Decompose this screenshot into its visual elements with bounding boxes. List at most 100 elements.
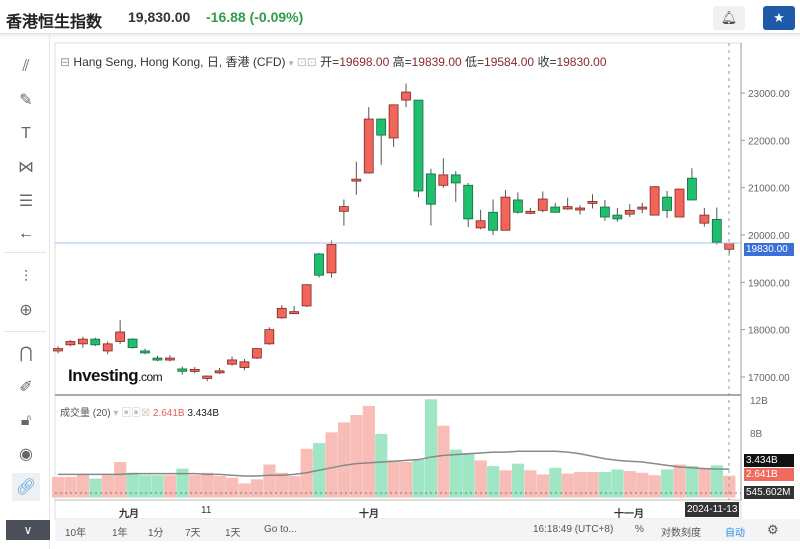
volume-bar: [536, 474, 549, 498]
volume-bar: [561, 473, 574, 498]
chevron-down-icon: ∨: [23, 523, 33, 537]
legend-settings-icon[interactable]: ⊡⊡: [296, 55, 317, 69]
crosshair-lines-icon[interactable]: ⫽: [22, 58, 30, 75]
cursor-date-label: 2024-11-13: [685, 502, 740, 517]
price-tick-label: 21000.00: [748, 184, 790, 195]
magnet-icon[interactable]: ⋂: [19, 345, 33, 362]
candle-body: [264, 329, 275, 345]
volume-bar: [549, 467, 562, 498]
candle-body: [177, 368, 188, 372]
candle-body: [202, 375, 213, 379]
candle-body: [662, 196, 672, 211]
drawing-toolbar: ⫽ ✎ T ⋈ ☰ ← ⫶ ⊕ ⋂ ✐ 🔓︎ ◉ 🔗︎ ∨: [0, 35, 50, 549]
volume-bar: [499, 470, 512, 498]
candle-body: [537, 198, 548, 211]
fib-icon[interactable]: ☰: [18, 193, 34, 210]
candle-body: [600, 206, 610, 218]
time-label-oct: 十月: [359, 509, 379, 520]
candle-body: [140, 350, 150, 354]
low-value: 19584.00: [484, 55, 535, 69]
volume-bar: [574, 471, 587, 498]
range-1d[interactable]: 1天: [225, 528, 241, 539]
volume-ma-line: [58, 450, 730, 477]
instrument-title: 香港恒生指数: [6, 14, 103, 31]
legend-dropdown-icon[interactable]: ▾: [288, 58, 294, 68]
unlock-icon[interactable]: 🔓︎: [20, 412, 32, 429]
candle-body: [711, 218, 722, 243]
log-scale-toggle[interactable]: 对数刻度: [661, 528, 701, 539]
candle-body: [525, 210, 536, 214]
watchlist-star-button[interactable]: ★: [763, 6, 795, 30]
indicators-icon[interactable]: ⫶: [23, 269, 28, 286]
volume-legend-icons[interactable]: ▾ ▣▣☒: [113, 408, 151, 419]
chart-legend: ⊟ Hang Seng, Hong Kong, 日, 香港 (CFD) ▾ ⊡⊡…: [60, 53, 607, 70]
volume-bar: [52, 476, 65, 498]
vol-tick-12b: 12B: [750, 396, 768, 407]
candle-body: [251, 348, 262, 359]
volume-bar: [623, 471, 636, 498]
candle-body: [152, 357, 163, 361]
brush-icon[interactable]: ✎: [19, 92, 33, 109]
candle-body: [450, 174, 461, 184]
text-icon[interactable]: T: [21, 125, 31, 142]
candle-body: [102, 343, 113, 352]
volume-ma: [58, 450, 730, 477]
gear-icon[interactable]: ⚙: [767, 522, 779, 537]
range-10y[interactable]: 10年: [65, 528, 87, 539]
candle-body: [425, 173, 436, 205]
volume-value: 2.641B: [152, 408, 185, 419]
volume-bar: [636, 472, 649, 498]
volume-bar: [101, 475, 114, 498]
candle-body: [413, 99, 424, 192]
volume-bar: [337, 422, 351, 498]
candle-body: [463, 184, 474, 220]
candle-body: [53, 348, 63, 352]
symbol-name[interactable]: Hang Seng, Hong Kong, 日, 香港 (CFD): [73, 55, 286, 69]
price-tick-label: 19000.00: [748, 278, 790, 289]
range-7d[interactable]: 7天: [185, 528, 201, 539]
volume-bar: [462, 452, 475, 498]
arrow-left-icon[interactable]: ←: [18, 225, 34, 242]
pattern-icon[interactable]: ⋈: [18, 159, 34, 176]
candle-body: [699, 214, 710, 224]
collapse-legend-icon[interactable]: ⊟: [60, 55, 71, 69]
link-icon[interactable]: 🔗︎: [12, 473, 40, 501]
zoom-in-icon[interactable]: ⊕: [19, 302, 33, 319]
candle-body: [674, 188, 685, 218]
candle-body: [376, 118, 387, 136]
volume-indicator-name[interactable]: 成交量 (20): [60, 408, 111, 419]
range-1m[interactable]: 1分: [148, 528, 164, 539]
volume-bar: [375, 433, 388, 498]
star-icon: ★: [773, 10, 785, 25]
candle-body: [575, 207, 585, 211]
volume-bar: [126, 472, 139, 498]
last-price-label: 19830.00: [744, 243, 794, 256]
investing-logo: Investing.com: [68, 366, 163, 386]
volume-bar: [151, 475, 164, 498]
goto-button[interactable]: Go to...: [264, 524, 297, 535]
candle-body: [587, 200, 598, 204]
add-alert-button[interactable]: 🔔︎: [713, 6, 745, 30]
percent-toggle[interactable]: %: [635, 524, 644, 535]
volume-bar: [213, 476, 226, 498]
candle-body: [338, 206, 349, 212]
header: 香港恒生指数 19,830.00 -16.88 (-0.09%) 🔔︎ ★: [0, 0, 800, 34]
volume-legend: 成交量 (20) ▾ ▣▣☒ 2.641B 3.434B: [60, 404, 219, 419]
bottom-bar: 10年 1年 1分 7天 1天 Go to... 16:18:49 (UTC+8…: [55, 519, 800, 541]
volume-bar: [201, 472, 214, 498]
volume-bar: [673, 464, 686, 498]
eye-icon[interactable]: ◉: [19, 446, 33, 463]
high-label: 高=: [392, 55, 412, 69]
volume-bar: [362, 405, 375, 498]
high-value: 19839.00: [411, 55, 462, 69]
lock-drawing-icon[interactable]: ✐: [19, 379, 33, 396]
range-1y[interactable]: 1年: [112, 528, 128, 539]
collapse-toolbar-button[interactable]: ∨: [6, 520, 50, 540]
price-tick-label: 23000.00: [748, 89, 790, 100]
price-ticks: 23000.00 22000.00 21000.00 20000.00 19000.00…: [55, 43, 790, 500]
candle-body: [649, 186, 660, 216]
candle-body: [164, 357, 175, 361]
auto-scale-toggle[interactable]: 自动: [725, 528, 745, 539]
candle-body: [401, 91, 411, 101]
